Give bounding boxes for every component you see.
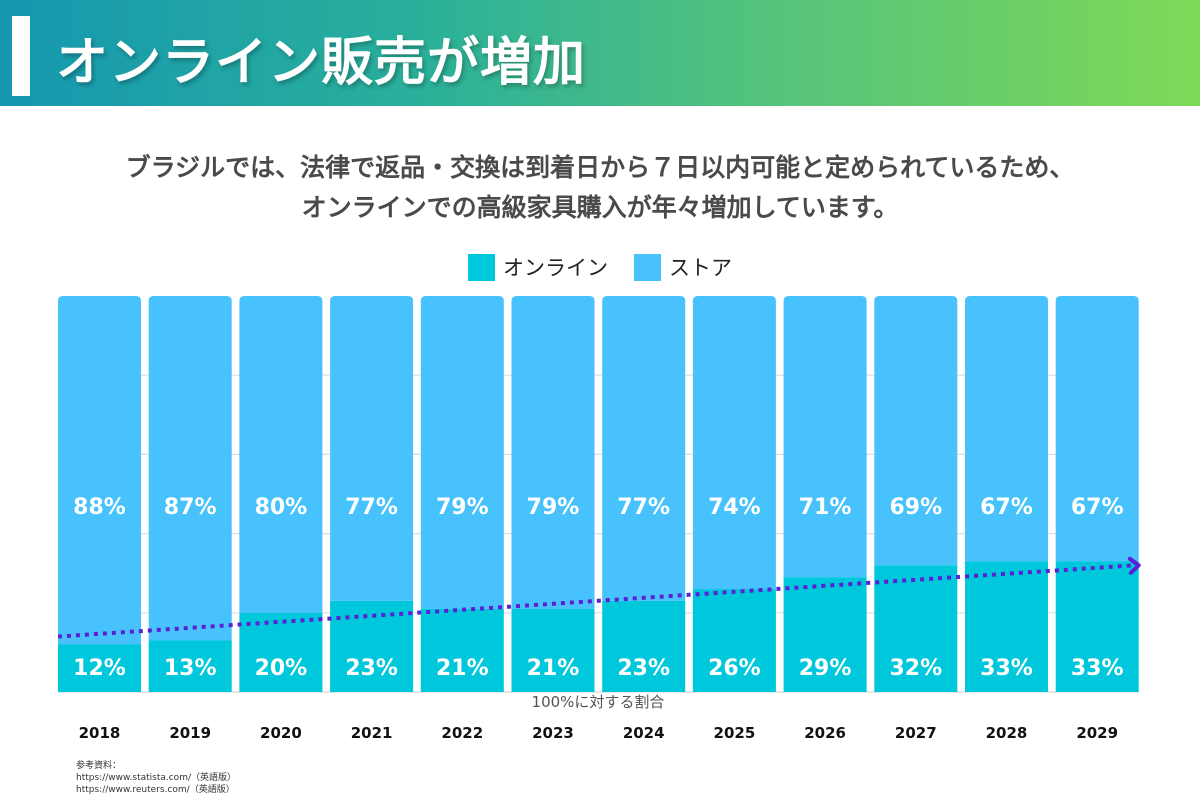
bars	[58, 296, 1139, 692]
data-label-online: 23%	[617, 656, 670, 681]
legend-item-online: オンライン	[468, 252, 608, 282]
page-title: オンライン販売が増加	[56, 33, 587, 93]
data-label-online: 13%	[164, 656, 217, 681]
x-tick-label: 2027	[895, 724, 937, 742]
trendline-arrowhead-icon	[1127, 556, 1141, 575]
bar-store	[783, 296, 867, 578]
legend-label-online: オンライン	[503, 256, 608, 280]
data-label-store: 79%	[436, 495, 489, 520]
bar-store	[58, 296, 141, 645]
x-tick-label: 2022	[441, 724, 483, 742]
gridlines	[58, 374, 1139, 693]
bar-store	[692, 296, 776, 590]
data-label-online: 33%	[980, 656, 1033, 681]
x-axis-label: 100%に対する割合	[532, 693, 665, 711]
bar-store	[420, 296, 504, 609]
bar-online	[783, 577, 867, 692]
sources: 参考資料： https://www.statista.com/（英語版） htt…	[76, 760, 236, 796]
data-label-online: 33%	[1071, 656, 1124, 681]
x-tick-label: 2029	[1076, 724, 1118, 742]
chart-legend: オンライン ストア	[0, 252, 1200, 282]
x-tick-label: 2019	[169, 724, 211, 742]
bar-store	[602, 296, 686, 601]
x-tick-label: 2018	[79, 724, 121, 742]
header-accent-bar	[12, 16, 30, 96]
data-label-online: 20%	[255, 656, 308, 681]
bar-online	[58, 644, 141, 692]
data-label-online: 12%	[73, 656, 126, 681]
bar-store	[965, 296, 1048, 562]
data-label-store: 79%	[527, 495, 580, 520]
bar-store	[239, 296, 323, 613]
data-label-store: 80%	[255, 495, 308, 520]
x-tick-labels: 2018 2019 2020 2021 2022 2023 2024 2025 2026 2027…	[79, 724, 1118, 742]
subtitle: ブラジルでは、法律で返品・交換は到着日から７日以内可能と定められているため、 オ…	[0, 148, 1200, 228]
data-labels: 88% 12% 87% 13% 80% 20% 77% 23% 79% 21% 79% 21% 77% 2…	[73, 495, 1123, 681]
x-tick-label: 2023	[532, 724, 574, 742]
bar-online	[148, 640, 232, 692]
bar-store	[511, 296, 595, 609]
x-tick-label: 2026	[804, 724, 846, 742]
bar-online	[420, 608, 504, 692]
data-label-online: 23%	[345, 656, 398, 681]
bar-online	[965, 561, 1048, 692]
x-tick-label: 2024	[623, 724, 665, 742]
x-tick-label: 2025	[714, 724, 756, 742]
bar-online	[330, 600, 414, 692]
data-label-store: 77%	[345, 495, 398, 520]
data-label-store: 67%	[1071, 495, 1124, 520]
legend-label-store: ストア	[669, 256, 732, 280]
bar-online	[602, 600, 686, 692]
data-label-online: 21%	[436, 656, 489, 681]
data-label-online: 32%	[889, 656, 942, 681]
data-label-online: 21%	[527, 656, 580, 681]
x-tick-label: 2028	[986, 724, 1028, 742]
source-link[interactable]: https://www.reuters.com/（英語版）	[76, 785, 235, 795]
data-label-online: 29%	[799, 656, 852, 681]
bar-online	[692, 589, 776, 692]
data-label-store: 74%	[708, 495, 761, 520]
bar-online	[874, 565, 958, 692]
data-label-store: 69%	[889, 495, 942, 520]
data-label-store: 77%	[617, 495, 670, 520]
bar-store	[874, 296, 958, 566]
header-banner: オンライン販売が増加	[0, 0, 1200, 106]
source-link[interactable]: https://www.statista.com/（英語版）	[76, 773, 236, 783]
legend-swatch-store	[634, 253, 661, 281]
subtitle-line-1: ブラジルでは、法律で返品・交換は到着日から７日以内可能と定められているため、	[125, 153, 1075, 182]
bar-online	[1055, 561, 1139, 692]
x-tick-label: 2020	[260, 724, 302, 742]
trendline	[57, 556, 1141, 639]
data-label-store: 67%	[980, 495, 1033, 520]
bar-store	[1055, 296, 1139, 562]
bar-store	[330, 296, 414, 601]
sources-heading: 参考資料：	[76, 761, 122, 771]
data-label-online: 26%	[708, 656, 761, 681]
data-label-store: 71%	[799, 495, 852, 520]
bar-store	[148, 296, 232, 641]
legend-swatch-online	[468, 253, 495, 281]
bar-online	[239, 612, 323, 692]
bar-online	[511, 608, 595, 692]
data-label-store: 88%	[73, 495, 126, 520]
legend-item-store: ストア	[634, 252, 732, 282]
data-label-store: 87%	[164, 495, 217, 520]
subtitle-line-2: オンラインでの高級家具購入が年々増加しています。	[301, 193, 899, 222]
x-tick-label: 2021	[351, 724, 393, 742]
